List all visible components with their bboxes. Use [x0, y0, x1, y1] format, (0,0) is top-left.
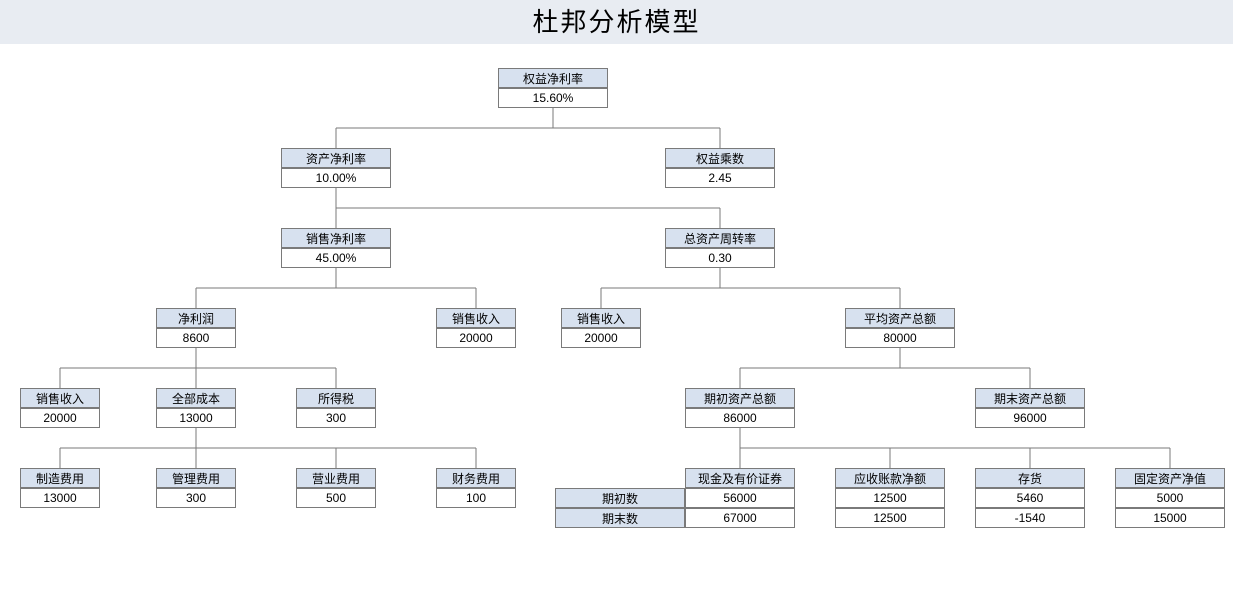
rev3-value: 20000	[20, 408, 100, 428]
row-beg-label: 期初数	[555, 488, 685, 508]
avgta-label: 平均资产总额	[845, 308, 955, 328]
tat-label: 总资产周转率	[665, 228, 775, 248]
fa-label: 固定资产净值	[1115, 468, 1225, 488]
opx-label: 营业费用	[296, 468, 376, 488]
em-value: 2.45	[665, 168, 775, 188]
cash-beg: 56000	[685, 488, 795, 508]
opx-value: 500	[296, 488, 376, 508]
begta-label: 期初资产总额	[685, 388, 795, 408]
endta-value: 96000	[975, 408, 1085, 428]
np-value: 8600	[156, 328, 236, 348]
np-label: 净利润	[156, 308, 236, 328]
row-end-label: 期末数	[555, 508, 685, 528]
roa-value: 10.00%	[281, 168, 391, 188]
mfg-value: 13000	[20, 488, 100, 508]
cash-label: 现金及有价证券	[685, 468, 795, 488]
rev2-label: 销售收入	[561, 308, 641, 328]
inv-beg: 5460	[975, 488, 1085, 508]
npm-label: 销售净利率	[281, 228, 391, 248]
cash-end: 67000	[685, 508, 795, 528]
cost-value: 13000	[156, 408, 236, 428]
rev1-label: 销售收入	[436, 308, 516, 328]
roa-label: 资产净利率	[281, 148, 391, 168]
avgta-value: 80000	[845, 328, 955, 348]
roe-label: 权益净利率	[498, 68, 608, 88]
rev2-value: 20000	[561, 328, 641, 348]
dupont-canvas: 杜邦分析模型	[0, 0, 1233, 589]
tax-value: 300	[296, 408, 376, 428]
fa-end: 15000	[1115, 508, 1225, 528]
inv-label: 存货	[975, 468, 1085, 488]
rev3-label: 销售收入	[20, 388, 100, 408]
npm-value: 45.00%	[281, 248, 391, 268]
mfg-label: 制造费用	[20, 468, 100, 488]
rev1-value: 20000	[436, 328, 516, 348]
adm-label: 管理费用	[156, 468, 236, 488]
tax-label: 所得税	[296, 388, 376, 408]
fin-label: 财务费用	[436, 468, 516, 488]
endta-label: 期末资产总额	[975, 388, 1085, 408]
adm-value: 300	[156, 488, 236, 508]
ar-end: 12500	[835, 508, 945, 528]
begta-value: 86000	[685, 408, 795, 428]
tat-value: 0.30	[665, 248, 775, 268]
em-label: 权益乘数	[665, 148, 775, 168]
ar-label: 应收账款净额	[835, 468, 945, 488]
cost-label: 全部成本	[156, 388, 236, 408]
ar-beg: 12500	[835, 488, 945, 508]
roe-value: 15.60%	[498, 88, 608, 108]
inv-end: -1540	[975, 508, 1085, 528]
fin-value: 100	[436, 488, 516, 508]
fa-beg: 5000	[1115, 488, 1225, 508]
page-title: 杜邦分析模型	[0, 0, 1233, 44]
